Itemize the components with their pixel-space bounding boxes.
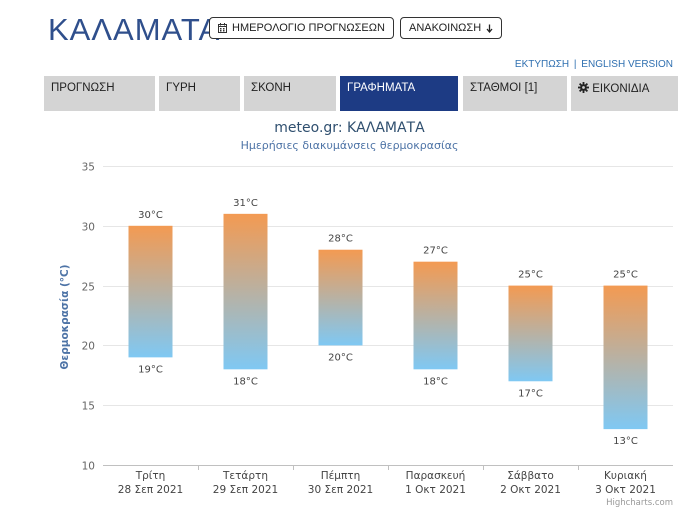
- x-tick-day: Πέμπτη: [321, 470, 361, 482]
- x-tick-day: Παρασκευή: [406, 470, 466, 482]
- english-version-link[interactable]: ENGLISH VERSION: [581, 59, 673, 70]
- temperature-bar[interactable]: [223, 213, 268, 370]
- tab-charts-label: ΓΡΑΦΗΜΑΤΑ: [347, 82, 416, 94]
- y-tick-label: 15: [82, 401, 95, 413]
- x-tick-day: Τετάρτη: [222, 470, 268, 482]
- x-tick-date: 1 Οκτ 2021: [405, 484, 466, 496]
- tab-pollen[interactable]: ΓΥΡΗ: [159, 76, 240, 111]
- link-separator: |: [573, 59, 577, 70]
- x-tick-date: 3 Οκτ 2021: [595, 484, 656, 496]
- highcharts-credits[interactable]: Highcharts.com: [606, 498, 673, 508]
- x-tick-date: 30 Σεπ 2021: [308, 484, 373, 496]
- high-temp-label: 27°C: [423, 246, 448, 257]
- tab-icons[interactable]: ΕΙΚΟΝΙΔΙΑ: [571, 76, 678, 111]
- bars: [128, 213, 648, 430]
- tab-dust-label: ΣΚΟΝΗ: [251, 82, 291, 94]
- x-tick-date: 28 Σεπ 2021: [118, 484, 183, 496]
- high-temp-label: 25°C: [613, 270, 638, 281]
- tab-charts[interactable]: ΓΡΑΦΗΜΑΤΑ: [340, 76, 458, 111]
- temperature-bar[interactable]: [603, 285, 648, 430]
- tab-forecast[interactable]: ΠΡΟΓΝΩΣΗ: [44, 76, 155, 111]
- temperature-bar[interactable]: [318, 249, 363, 346]
- x-tick-day: Τρίτη: [135, 470, 166, 482]
- temperature-bar[interactable]: [508, 285, 553, 382]
- x-axis-ticks: Τρίτη 28 Σεπ 2021 Τετάρτη 29 Σεπ 2021 Πέμπτη…: [118, 465, 656, 496]
- high-temp-label: 30°C: [138, 210, 163, 221]
- high-temp-label: 28°C: [328, 234, 353, 245]
- tab-dust[interactable]: ΣΚΟΝΗ: [244, 76, 336, 111]
- high-temp-label: 31°C: [233, 198, 258, 209]
- calendar-icon: [218, 23, 227, 33]
- chart-title: meteo.gr: ΚΑΛΑΜΑΤΑ: [274, 120, 425, 136]
- tab-stations-label: ΣΤΑΘΜΟΙ [1]: [470, 82, 538, 94]
- low-temp-label: 18°C: [233, 376, 258, 387]
- data-labels: 30°C 19°C 31°C 18°C 28°C 20°C 27°C 18°C 25°C 17°C…: [138, 198, 638, 447]
- low-temp-label: 20°C: [328, 352, 353, 363]
- y-tick-label: 20: [82, 341, 95, 353]
- tab-stations[interactable]: ΣΤΑΘΜΟΙ [1]: [463, 76, 567, 111]
- city-title: ΚΑΛΑΜΑΤΑ: [48, 12, 221, 47]
- arrow-down-icon: [486, 24, 493, 33]
- print-link[interactable]: ΕΚΤΥΠΩΣΗ: [514, 59, 570, 70]
- low-temp-label: 19°C: [138, 364, 163, 375]
- low-temp-label: 17°C: [518, 388, 543, 399]
- y-axis-title: Θερμοκρασία (°C): [59, 264, 71, 369]
- forecast-calendar-button[interactable]: ΗΜΕΡΟΛΟΓΙΟ ΠΡΟΓΝΩΣΕΩΝ: [209, 17, 394, 39]
- y-tick-label: 10: [82, 461, 95, 473]
- temperature-bar[interactable]: [128, 225, 173, 358]
- tab-pollen-label: ΓΥΡΗ: [166, 82, 196, 94]
- y-tick-label: 25: [82, 282, 95, 294]
- x-tick-date: 2 Οκτ 2021: [500, 484, 561, 496]
- chart-subtitle: Ημερήσιες διακυμάνσεις θερμοκρασίας: [240, 139, 459, 152]
- announcement-label: ΑΝΑΚΟΙΝΩΣΗ: [409, 22, 482, 34]
- grid-lines: [103, 166, 673, 466]
- tab-bar: ΠΡΟΓΝΩΣΗ ΓΥΡΗ ΣΚΟΝΗ ΓΡΑΦΗΜΑΤΑ ΣΤΑΘΜΟΙ [1…: [44, 76, 678, 111]
- gear-icon: [578, 82, 589, 93]
- x-tick-date: 29 Σεπ 2021: [213, 484, 278, 496]
- top-links: ΕΚΤΥΠΩΣΗ | ENGLISH VERSION: [515, 59, 673, 70]
- tab-icons-label: ΕΙΚΟΝΙΔΙΑ: [592, 83, 650, 95]
- tab-forecast-label: ΠΡΟΓΝΩΣΗ: [51, 82, 115, 94]
- low-temp-label: 18°C: [423, 376, 448, 387]
- high-temp-label: 25°C: [518, 270, 543, 281]
- y-tick-label: 30: [82, 222, 95, 234]
- forecast-calendar-label: ΗΜΕΡΟΛΟΓΙΟ ΠΡΟΓΝΩΣΕΩΝ: [232, 22, 385, 34]
- y-axis-ticks: 10 15 20 25 30 35: [82, 162, 95, 473]
- x-tick-day: Κυριακή: [604, 470, 647, 482]
- low-temp-label: 13°C: [613, 436, 638, 447]
- announcement-button[interactable]: ΑΝΑΚΟΙΝΩΣΗ: [400, 17, 503, 39]
- x-tick-day: Σάββατο: [507, 470, 554, 482]
- y-tick-label: 35: [82, 162, 95, 174]
- temperature-bar[interactable]: [413, 261, 458, 370]
